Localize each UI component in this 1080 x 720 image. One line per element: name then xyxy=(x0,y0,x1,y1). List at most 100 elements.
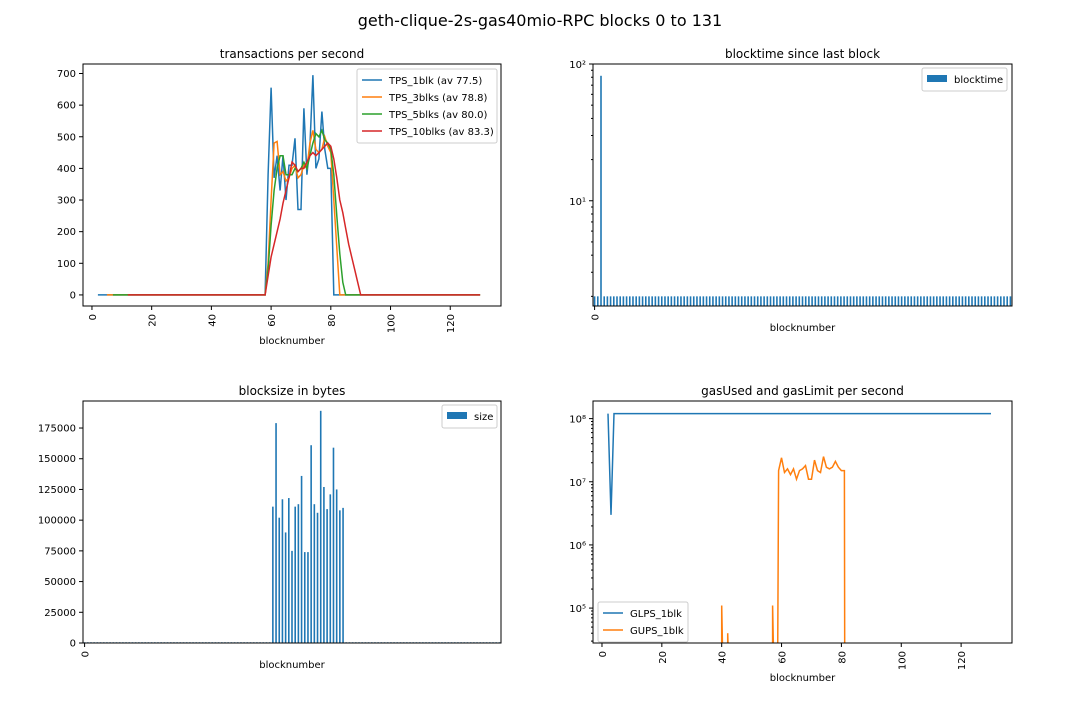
x-tick-label: 80 xyxy=(327,314,338,327)
legend-label: GUPS_1blk xyxy=(630,626,684,637)
blocktime-bar xyxy=(606,296,609,306)
blocksize-bar xyxy=(284,532,287,643)
chart-title: transactions per second xyxy=(220,47,364,61)
series-line-1 xyxy=(106,130,481,296)
blocktime-bar xyxy=(926,296,929,306)
blocktime-bar xyxy=(795,296,797,306)
blocktime-bar xyxy=(1006,296,1008,306)
blocktime-bar xyxy=(945,296,948,306)
y-tick-label: 50000 xyxy=(44,577,76,588)
blocktime-bar xyxy=(955,296,957,306)
y-tick-label: 700 xyxy=(57,69,76,80)
y-tick-label: 10⁷ xyxy=(569,478,586,489)
y-tick-label: 125000 xyxy=(38,485,76,496)
blocktime-bar xyxy=(657,296,660,306)
blocktime-bar xyxy=(817,296,820,306)
blocktime-bar xyxy=(737,296,740,306)
x-tick-label: 0 xyxy=(88,314,99,320)
blocktime-bar xyxy=(673,296,676,306)
blocktime-chart: blocktime since last block 10¹ 10² 0 blocknu… xyxy=(569,47,1013,334)
legend-swatch xyxy=(447,412,467,419)
blocktime-bar xyxy=(849,296,852,306)
blocktime-bar xyxy=(756,296,759,306)
blocksize-bar xyxy=(278,517,281,643)
legend-box xyxy=(597,601,689,643)
legend-label: GLPS_1blk xyxy=(630,609,682,620)
blocktime-bar xyxy=(968,296,970,306)
blocktime-bar xyxy=(792,296,794,306)
blocktime-bar xyxy=(612,296,615,306)
blocktime-bar xyxy=(798,296,801,306)
gas-chart: gasUsed and gasLimit per second 10⁵ 10⁶ 10⁷… xyxy=(569,384,1013,684)
blocktime-bar xyxy=(894,296,897,306)
chart-title: gasUsed and gasLimit per second xyxy=(701,384,904,398)
blocksize-chart: blocksize in bytes 0 25000 50000 75000 100000… xyxy=(38,384,502,671)
blocktime-bar xyxy=(705,296,708,306)
chart-title: blocktime since last block xyxy=(725,47,880,61)
blocktime-bar xyxy=(920,296,922,306)
blocktime-bar xyxy=(827,296,829,306)
y-tick-label: 175000 xyxy=(38,424,76,435)
blocksize-bar xyxy=(332,447,335,643)
blocksize-bar xyxy=(316,512,319,643)
y-tick-label: 200 xyxy=(57,227,76,238)
y-tick-label: 150000 xyxy=(38,454,76,465)
blocktime-bar xyxy=(843,296,845,306)
blocktime-bar xyxy=(868,296,871,306)
blocktime-bar xyxy=(648,296,650,306)
legend-label: blocktime xyxy=(954,75,1003,86)
y-tick-label: 10⁸ xyxy=(569,415,586,426)
blocktime-bar xyxy=(667,296,669,306)
blocktime-bar xyxy=(750,296,753,306)
x-tick-label: 20 xyxy=(148,314,159,327)
x-tick-label: 60 xyxy=(267,314,278,327)
blocktime-bar xyxy=(942,296,945,306)
x-tick-label: 0 xyxy=(81,651,92,657)
blocktime-bar xyxy=(635,296,637,306)
blocktime-bar xyxy=(958,296,961,306)
blocksize-bar xyxy=(335,489,338,643)
y-tick-label: 10⁶ xyxy=(569,541,586,552)
x-tick-label: 100 xyxy=(897,651,908,670)
legend-label: TPS_10blks (av 83.3) xyxy=(388,127,494,138)
x-tick-label: 120 xyxy=(446,314,457,333)
blocktime-bar xyxy=(603,296,605,306)
blocktime-bar xyxy=(699,296,701,306)
blocksize-bar xyxy=(313,504,316,643)
axes-frame xyxy=(592,400,1013,644)
blocktime-bar xyxy=(846,296,849,306)
x-tick-label: 0 xyxy=(598,651,609,657)
blocktime-bar xyxy=(686,296,689,306)
blocktime-bar xyxy=(721,296,724,306)
blocktime-bar xyxy=(996,296,999,306)
blocktime-bar xyxy=(990,296,993,306)
y-tick-label: 600 xyxy=(57,101,76,112)
blocktime-bar xyxy=(760,296,762,306)
blocktime-bar xyxy=(865,296,868,306)
blocktime-bar xyxy=(830,296,833,306)
blocktime-bar xyxy=(651,296,653,306)
x-axis-label: blocknumber xyxy=(770,673,836,684)
blocktime-bar xyxy=(772,296,775,306)
blocktime-bar xyxy=(680,296,682,306)
blocktime-bar xyxy=(974,296,977,306)
blocksize-bar xyxy=(281,499,284,643)
blocktime-bar xyxy=(929,296,932,306)
y-tick-label: 75000 xyxy=(44,546,76,557)
blocktime-bar xyxy=(747,296,749,306)
y-tick-label: 500 xyxy=(57,132,76,143)
blocktime-bar xyxy=(718,296,721,306)
axes-frame xyxy=(82,400,502,644)
blocktime-bar xyxy=(984,296,986,306)
blocktime-bar xyxy=(731,296,733,306)
x-tick-label: 60 xyxy=(778,651,789,664)
blocktime-bar xyxy=(779,296,781,306)
x-axis-label: blocknumber xyxy=(259,336,325,347)
blocktime-bar xyxy=(600,75,602,306)
blocktime-bar xyxy=(952,296,954,306)
blocksize-bar xyxy=(342,507,344,643)
blocksize-bar xyxy=(288,498,290,643)
chart-title: blocksize in bytes xyxy=(239,384,346,398)
x-tick-label: 80 xyxy=(837,651,848,664)
blocktime-bar xyxy=(644,296,647,306)
